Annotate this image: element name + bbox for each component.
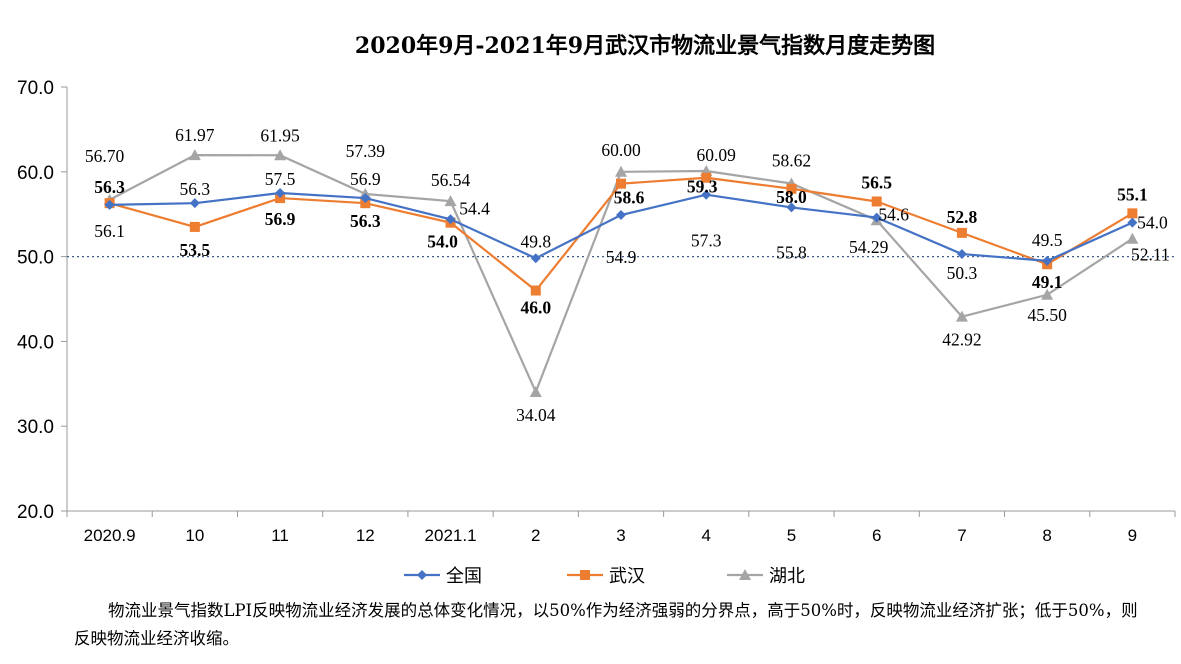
- data-label: 60.00: [601, 140, 641, 160]
- data-label: 34.04: [516, 405, 556, 425]
- data-point-1: [616, 178, 626, 189]
- x-tick-label: 4: [701, 526, 710, 545]
- data-label: 52.11: [1131, 245, 1170, 265]
- y-tick-label: 50.0: [17, 248, 54, 269]
- data-label: 56.9: [350, 169, 381, 189]
- data-point-1: [1127, 208, 1138, 219]
- data-label: 54.4: [459, 198, 490, 218]
- data-label: 49.5: [1032, 230, 1063, 250]
- data-point-2: [615, 165, 627, 177]
- data-label: 54.0: [1137, 213, 1168, 233]
- chart-title: 2020年9月-2021年9月武汉市物流业景气指数月度走势图: [354, 33, 936, 59]
- legend-label: 武汉: [609, 566, 645, 587]
- x-tick-label: 2: [531, 526, 540, 545]
- x-tick-label: 9: [1128, 526, 1137, 545]
- data-point-2: [1126, 232, 1139, 244]
- data-label: 56.3: [94, 177, 125, 197]
- data-point-0: [786, 202, 797, 213]
- data-label: 55.1: [1117, 184, 1148, 204]
- data-point-0: [275, 188, 286, 198]
- data-label: 56.5: [861, 172, 892, 192]
- data-point-0: [1127, 217, 1138, 228]
- data-point-1: [189, 221, 200, 232]
- data-point-1: [275, 193, 286, 204]
- x-tick-label: 6: [872, 526, 881, 545]
- data-point-1: [956, 227, 967, 238]
- data-label: 58.6: [614, 188, 645, 208]
- data-label: 56.70: [85, 146, 125, 166]
- data-label: 56.3: [350, 211, 381, 231]
- x-tick-label: 10: [185, 526, 204, 545]
- x-tick-label: 5: [787, 526, 796, 545]
- data-label: 60.09: [697, 145, 737, 165]
- data-point-2: [188, 149, 201, 161]
- data-label: 56.3: [180, 179, 211, 199]
- data-label: 58.0: [776, 187, 807, 207]
- y-tick-label: 60.0: [17, 163, 54, 184]
- data-point-1: [360, 198, 371, 209]
- x-tick-label: 2021.1: [425, 526, 477, 545]
- legend-label: 湖北: [769, 566, 805, 587]
- data-point-0: [445, 214, 456, 225]
- data-label: 56.54: [431, 170, 471, 190]
- data-point-0: [360, 193, 371, 204]
- y-tick-label: 40.0: [17, 332, 54, 353]
- data-label: 46.0: [520, 298, 551, 318]
- data-point-0: [189, 198, 200, 209]
- y-tick-label: 20.0: [17, 502, 54, 523]
- data-point-0: [871, 212, 882, 223]
- data-point-0: [530, 253, 541, 264]
- x-tick-label: 3: [616, 526, 625, 545]
- data-point-2: [444, 195, 457, 207]
- data-label: 59.3: [687, 177, 718, 197]
- data-label: 49.8: [520, 231, 551, 251]
- data-label: 54.6: [878, 205, 909, 225]
- data-label: 57.3: [691, 231, 722, 251]
- data-label: 57.5: [265, 169, 296, 189]
- data-point-2: [955, 310, 968, 322]
- data-point-1: [786, 183, 797, 194]
- data-point-2: [1041, 288, 1054, 300]
- data-label: 61.97: [175, 125, 215, 145]
- data-label: 61.95: [260, 125, 300, 145]
- legend-label: 全国: [446, 566, 482, 587]
- data-label: 56.9: [265, 209, 296, 229]
- legend-marker-square: [580, 570, 590, 580]
- y-tick-label: 30.0: [17, 417, 54, 438]
- legend-marker-triangle: [739, 569, 751, 580]
- data-point-0: [701, 189, 712, 200]
- data-point-1: [530, 285, 541, 296]
- data-point-2: [274, 149, 287, 161]
- legend-marker-diamond: [417, 570, 427, 580]
- chart-note: 物流业景气指数LPI反映物流业经济发展的总体变化情况，以50%作为经济强弱的分界…: [74, 601, 1138, 648]
- x-tick-label: 8: [1042, 526, 1051, 545]
- data-label: 52.8: [947, 207, 978, 227]
- x-tick-label: 11: [271, 526, 289, 545]
- data-label: 57.39: [346, 141, 386, 161]
- data-label: 54.9: [606, 247, 637, 267]
- y-tick-label: 70.0: [17, 78, 54, 99]
- data-label: 58.62: [772, 151, 811, 171]
- data-label: 53.5: [180, 240, 211, 260]
- x-tick-label: 7: [957, 526, 966, 545]
- data-point-0: [616, 210, 626, 221]
- data-label: 56.1: [94, 221, 125, 241]
- data-point-0: [956, 249, 967, 260]
- data-point-2: [529, 385, 542, 397]
- data-label: 42.92: [942, 330, 981, 350]
- data-point-0: [1042, 255, 1053, 266]
- data-label: 49.1: [1032, 272, 1063, 292]
- data-label: 45.50: [1027, 305, 1067, 325]
- data-label: 55.8: [776, 242, 807, 262]
- data-point-1: [871, 196, 882, 207]
- data-label: 50.3: [947, 263, 978, 283]
- data-point-0: [104, 199, 115, 210]
- x-tick-label: 2020.9: [84, 526, 136, 545]
- data-point-1: [701, 172, 712, 183]
- data-label: 54.29: [849, 237, 889, 257]
- data-label: 54.0: [427, 232, 458, 252]
- x-tick-label: 12: [356, 526, 375, 545]
